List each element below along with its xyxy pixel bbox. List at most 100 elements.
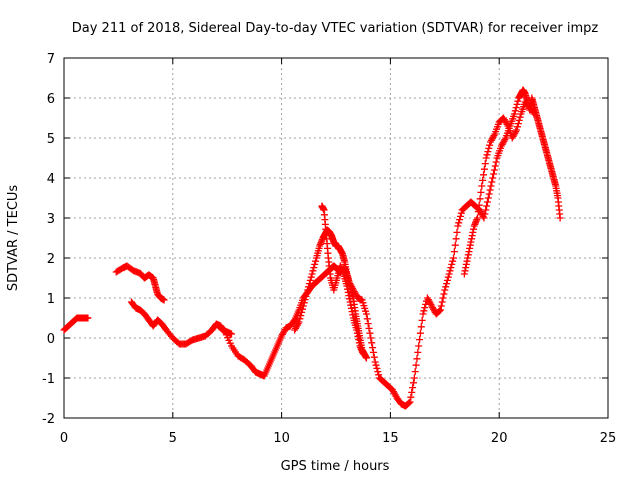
data-point <box>347 301 355 309</box>
data-point <box>318 237 326 245</box>
data-point <box>452 235 460 243</box>
data-point <box>466 241 474 249</box>
plot-frame <box>63 57 609 419</box>
data-point <box>487 182 495 190</box>
data-point <box>445 270 453 278</box>
y-tick-label: 7 <box>47 52 55 67</box>
data-point <box>470 225 478 233</box>
data-point <box>317 239 325 247</box>
x-tick-label: 10 <box>273 431 290 446</box>
data-point <box>450 254 458 262</box>
data-point <box>511 107 519 115</box>
data-point <box>467 238 475 246</box>
data-point <box>486 141 494 149</box>
data-point <box>307 273 315 281</box>
data-point <box>515 116 523 124</box>
data-point <box>461 267 469 275</box>
data-point <box>483 198 491 206</box>
data-point <box>369 344 377 352</box>
data-point <box>476 195 484 203</box>
y-tick-label: 1 <box>47 292 55 307</box>
data-point <box>481 210 489 218</box>
data-point <box>501 136 509 144</box>
data-point <box>410 374 418 382</box>
data-point <box>363 315 371 323</box>
data-point <box>512 128 520 136</box>
data-point <box>464 251 472 259</box>
x-tick-label: 15 <box>382 431 399 446</box>
data-point <box>339 268 347 276</box>
data-point <box>369 348 377 356</box>
data-point <box>375 371 383 379</box>
data-point <box>357 345 365 353</box>
y-tick-label: -2 <box>42 412 55 427</box>
x-tick-label: 5 <box>169 431 177 446</box>
data-point <box>436 307 444 315</box>
x-axis-title: GPS time / hours <box>281 459 390 474</box>
data-point <box>490 166 498 174</box>
data-point <box>346 298 354 306</box>
data-point <box>462 260 470 268</box>
data-point <box>338 265 346 273</box>
data-point <box>316 240 324 248</box>
data-point <box>414 348 422 356</box>
data-point <box>478 182 486 190</box>
data-point <box>447 264 455 272</box>
data-point <box>415 342 423 350</box>
data-point <box>373 364 381 372</box>
data-point <box>486 186 494 194</box>
data-point <box>296 315 304 323</box>
axis-ticks: 0 5 10 15 20 25 -2 -1 0 1 2 3 4 5 6 7 <box>42 52 616 446</box>
data-point <box>372 361 380 369</box>
data-point <box>483 151 491 159</box>
y-tick-label: -1 <box>42 372 55 387</box>
data-point <box>362 310 370 318</box>
data-point <box>443 280 451 288</box>
data-point <box>463 257 471 265</box>
data-point <box>456 212 464 220</box>
data-point <box>468 232 476 240</box>
data-point <box>345 292 353 300</box>
y-tick-label: 6 <box>47 92 55 107</box>
data-point <box>473 214 481 222</box>
data-point <box>408 388 416 396</box>
data-point <box>355 336 363 344</box>
data-point <box>417 323 425 331</box>
data-point <box>465 248 473 256</box>
y-axis-title: SDTVAR / TECUs <box>6 185 21 292</box>
data-point <box>460 270 468 278</box>
data-point <box>492 158 500 166</box>
data-point <box>301 296 309 304</box>
data-point <box>416 329 424 337</box>
data-point <box>482 206 490 214</box>
data-point <box>448 260 456 268</box>
data-point <box>358 347 366 355</box>
data-point <box>297 312 305 320</box>
data-point <box>471 220 479 228</box>
data-point <box>444 273 452 281</box>
data-point <box>302 292 310 300</box>
data-point <box>348 308 356 316</box>
data-point <box>364 320 372 328</box>
data-point <box>359 348 367 356</box>
data-point <box>468 235 476 243</box>
y-tick-label: 3 <box>47 212 55 227</box>
data-point <box>409 379 417 387</box>
y-tick-label: 5 <box>47 132 55 147</box>
data-point <box>451 241 459 249</box>
data-point <box>305 280 313 288</box>
data-point <box>303 289 311 297</box>
data-point <box>513 126 521 134</box>
data-point <box>367 334 375 342</box>
data-point <box>471 219 479 227</box>
data-points <box>60 86 564 410</box>
data-point <box>306 276 314 284</box>
data-point <box>480 165 488 173</box>
data-point <box>343 282 351 290</box>
data-point <box>516 113 524 121</box>
data-point <box>354 332 362 340</box>
data-point <box>453 228 461 236</box>
data-point <box>374 368 382 376</box>
data-point <box>462 264 470 272</box>
